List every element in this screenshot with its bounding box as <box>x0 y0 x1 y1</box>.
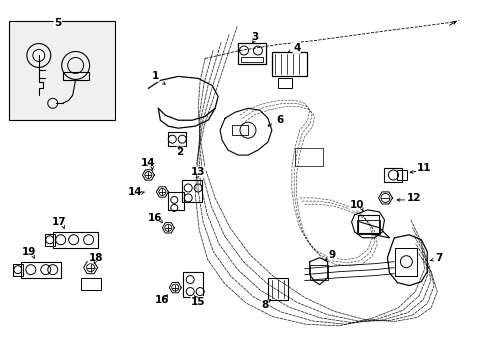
Text: 7: 7 <box>435 253 442 263</box>
Bar <box>81 278 101 289</box>
Bar <box>271 53 306 76</box>
Bar <box>45 234 55 246</box>
Text: 10: 10 <box>349 200 364 210</box>
Bar <box>182 180 202 202</box>
Text: 4: 4 <box>292 42 300 53</box>
Bar <box>294 148 322 166</box>
Text: 6: 6 <box>276 115 283 125</box>
Text: 3: 3 <box>251 32 258 41</box>
Bar <box>62 72 88 80</box>
Text: 9: 9 <box>327 250 335 260</box>
Text: 15: 15 <box>190 297 205 306</box>
Text: 19: 19 <box>21 247 36 257</box>
Bar <box>397 170 407 180</box>
Text: 1: 1 <box>151 71 159 81</box>
Bar <box>21 262 61 278</box>
Text: 5: 5 <box>54 18 61 28</box>
Bar <box>241 58 263 62</box>
Text: 14: 14 <box>141 158 155 168</box>
Circle shape <box>33 50 45 62</box>
Text: 11: 11 <box>416 163 431 173</box>
Bar <box>238 42 265 64</box>
Text: 13: 13 <box>190 167 205 177</box>
Bar <box>277 78 291 88</box>
Text: 16: 16 <box>148 213 163 223</box>
Bar <box>356 220 380 234</box>
Bar <box>9 21 115 120</box>
Bar <box>384 168 402 182</box>
Text: 18: 18 <box>88 253 102 263</box>
Text: 12: 12 <box>406 193 421 203</box>
Text: 8: 8 <box>261 300 268 310</box>
Bar <box>267 278 287 300</box>
Bar <box>168 192 184 210</box>
Bar <box>183 272 203 297</box>
Text: 2: 2 <box>176 147 183 157</box>
Text: 14: 14 <box>128 187 142 197</box>
Bar <box>309 265 327 280</box>
Bar <box>13 264 23 276</box>
Bar <box>168 132 186 146</box>
Bar <box>232 125 247 135</box>
Bar <box>53 232 98 248</box>
Bar <box>357 215 379 233</box>
Bar <box>395 248 416 276</box>
Text: 16: 16 <box>155 294 169 305</box>
Text: 17: 17 <box>51 217 66 227</box>
